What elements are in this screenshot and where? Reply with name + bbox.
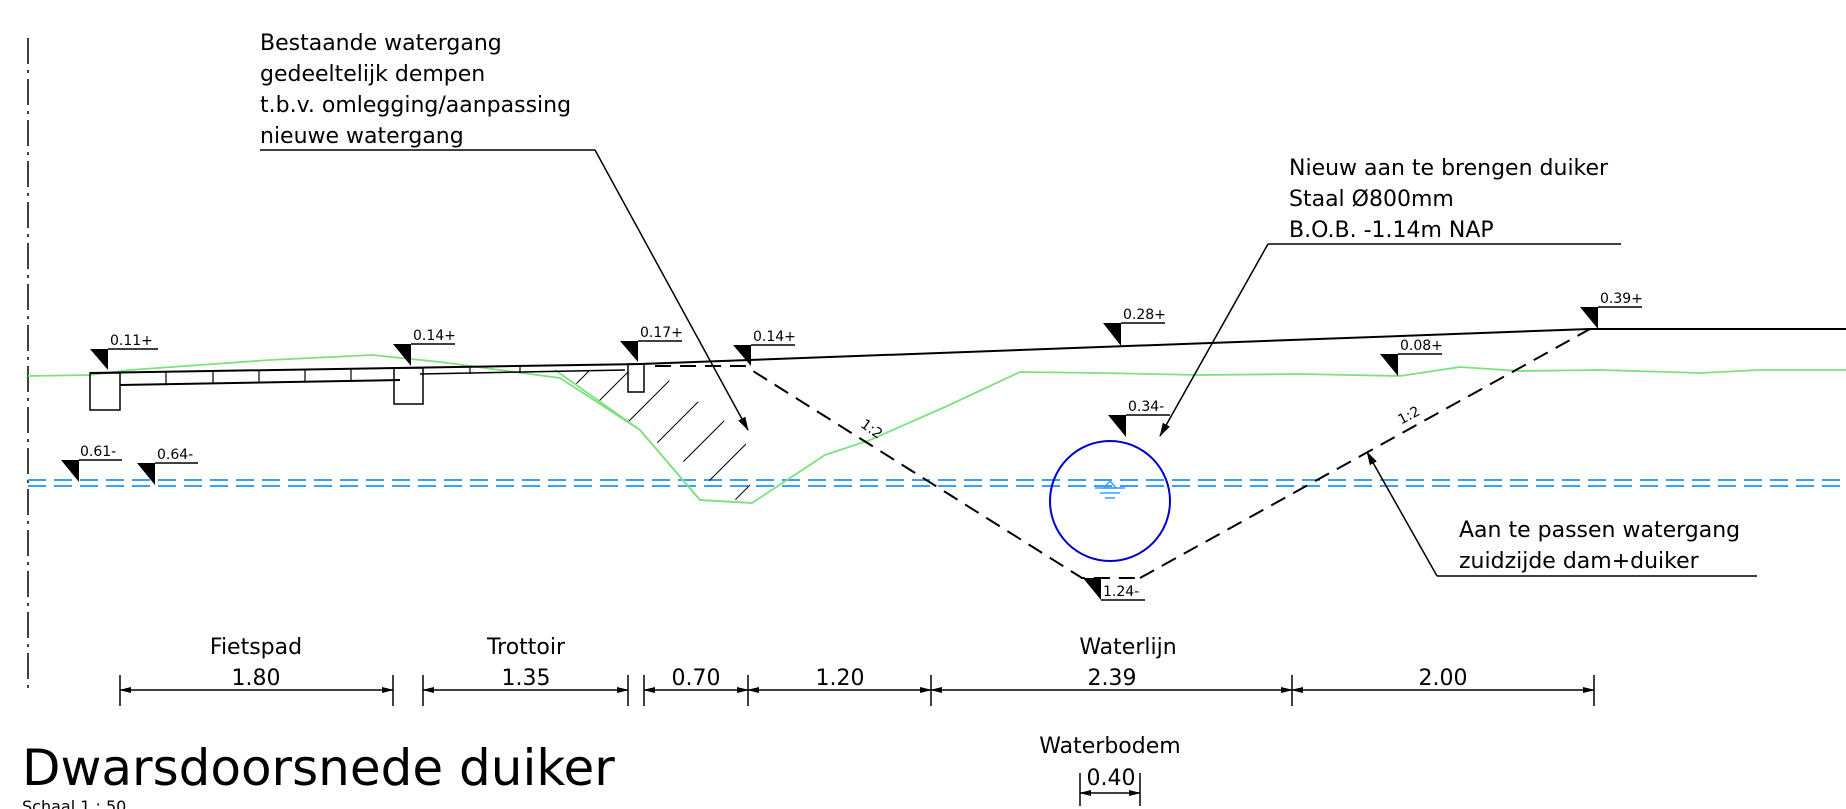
- dimension-value: 1.35: [502, 666, 551, 691]
- note-line: Nieuw aan te brengen duiker: [1289, 156, 1609, 181]
- dimension-value: 2.00: [1419, 666, 1468, 691]
- design-ground-line: [639, 328, 1591, 365]
- drawing-title: Dwarsdoorsnede duiker: [22, 739, 615, 797]
- dimension-value: 0.70: [672, 666, 721, 691]
- dimension-label: Waterbodem: [1039, 734, 1180, 759]
- elevation-label: 0.17+: [640, 325, 683, 341]
- note-duiker: Nieuw aan te brengen duiker Staal Ø800mm…: [1159, 156, 1621, 437]
- elevation-marker-icon: [137, 463, 155, 485]
- dimension-label: Fietspad: [210, 635, 302, 660]
- dimension-value: 1.80: [232, 666, 281, 691]
- note-line: Staal Ø800mm: [1289, 187, 1454, 212]
- elevation-label: 0.14+: [413, 328, 456, 344]
- road-structure: [89, 363, 645, 411]
- culvert-pipe: [1049, 440, 1171, 562]
- dimension-value: 2.39: [1088, 666, 1137, 691]
- fill-area-outline: [554, 369, 753, 504]
- elevation-marker-icon: [61, 460, 79, 482]
- dimension-label: Trottoir: [486, 635, 566, 660]
- fill-hatching: [555, 368, 752, 503]
- elevation-marker-icon: [620, 341, 638, 362]
- elevation-marker-icon: [1380, 354, 1398, 376]
- elevation-label: 0.64-: [157, 447, 193, 463]
- note-line: nieuwe watergang: [260, 124, 464, 149]
- elevation-label: 0.08+: [1400, 338, 1443, 354]
- elevation-marker-icon: [1103, 323, 1121, 346]
- elevation-label: 0.11+: [110, 333, 153, 349]
- drawing-scale: Schaal 1 : 50: [22, 797, 126, 809]
- elevation-label: 0.14+: [753, 329, 796, 345]
- elevation-label: 1.24-: [1103, 584, 1139, 600]
- water-symbol-icon: [1095, 479, 1125, 499]
- elevation-marker-icon: [1083, 578, 1101, 600]
- curb-left: [89, 372, 121, 411]
- note-line: Aan te passen watergang: [1459, 518, 1740, 543]
- elevation-marker-icon: [1108, 415, 1126, 437]
- slope-label-right: 1:2: [1396, 404, 1423, 429]
- elevation-marker-icon: [733, 345, 751, 366]
- elevation-label: 0.39+: [1600, 291, 1643, 307]
- note-line: B.O.B. -1.14m NAP: [1289, 218, 1494, 243]
- dimension-label: Waterlijn: [1079, 635, 1176, 660]
- dimension-value: 0.40: [1087, 766, 1136, 791]
- dimension-value: 1.20: [816, 666, 865, 691]
- elevation-label: 0.34-: [1128, 399, 1164, 415]
- elevation-marker-icon: [90, 349, 108, 370]
- dimension-line: [119, 675, 1595, 806]
- curb-right: [627, 363, 645, 393]
- new-watercourse-profile: [655, 328, 1591, 579]
- elevation-label: 0.61-: [80, 444, 116, 460]
- elevation-label: 0.28+: [1123, 307, 1166, 323]
- elevation-marker-icon: [393, 344, 411, 366]
- water-level-lines: [28, 479, 1846, 487]
- note-line: zuidzijde dam+duiker: [1459, 549, 1700, 574]
- elevation-markers: [61, 306, 1642, 601]
- note-line: t.b.v. omlegging/aanpassing: [260, 93, 571, 118]
- existing-ground-line: [27, 354, 1846, 504]
- note-line: Bestaande watergang: [260, 31, 502, 56]
- note-line: gedeeltelijk dempen: [260, 62, 485, 87]
- note-zuidzijde: Aan te passen watergang zuidzijde dam+du…: [1366, 451, 1757, 577]
- note-watergang: Bestaande watergang gedeeltelijk dempen …: [260, 31, 749, 431]
- elevation-marker-icon: [1580, 307, 1598, 329]
- curb-middle: [393, 367, 424, 405]
